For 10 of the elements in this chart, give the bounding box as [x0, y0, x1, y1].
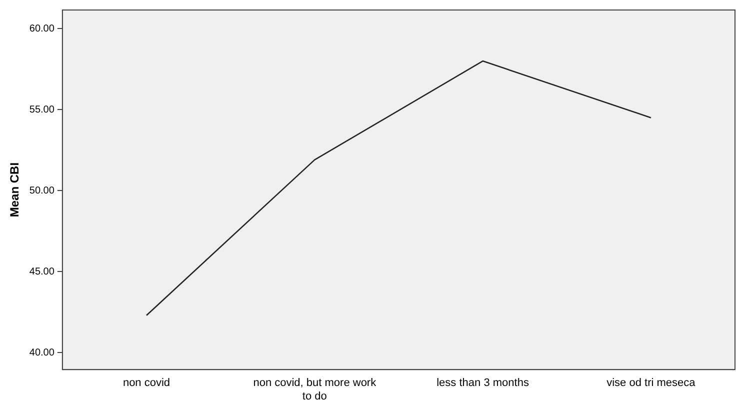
x-tick-label: non covid, but more work to do: [253, 377, 377, 402]
x-tick-label: less than 3 months: [436, 377, 530, 390]
x-tick-label: non covid: [122, 377, 170, 390]
y-tick-label: 45.00: [29, 266, 55, 278]
x-tick-label: vise od tri meseca: [606, 377, 696, 390]
y-tick-label: 40.00: [29, 347, 55, 358]
y-tick-label: 55.00: [29, 104, 55, 116]
y-axis-title: Mean CBI: [8, 162, 22, 218]
y-tick-label: 50.00: [29, 185, 55, 196]
y-tick-label: 60.00: [29, 23, 55, 34]
